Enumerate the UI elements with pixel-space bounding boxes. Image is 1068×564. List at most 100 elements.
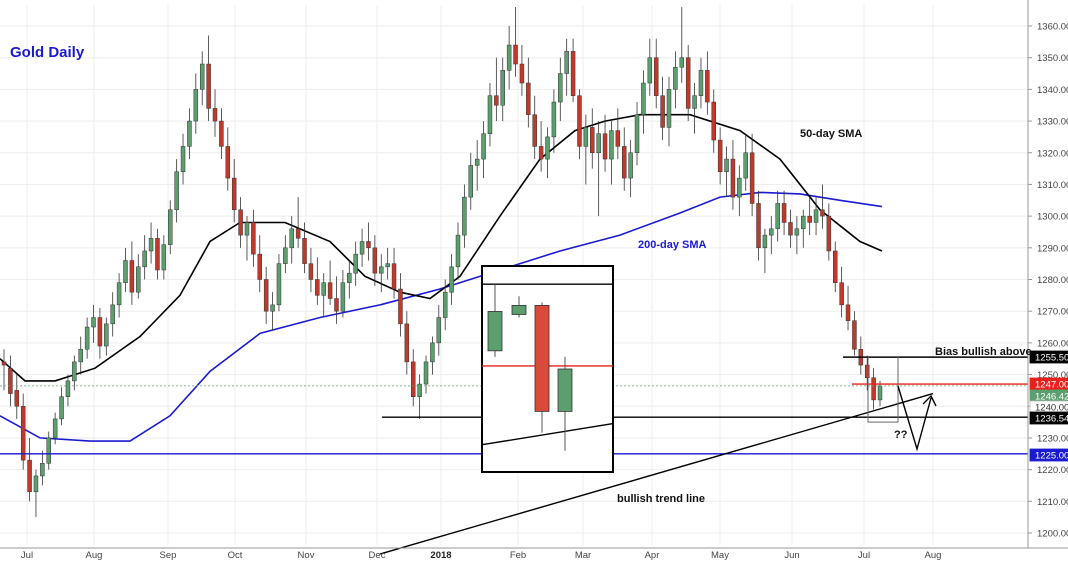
candle-body xyxy=(583,127,589,147)
x-tick-label: Jul xyxy=(858,550,870,561)
candle-body xyxy=(187,120,192,147)
y-tick-label: 1350.00 xyxy=(1037,53,1068,64)
candle-body xyxy=(506,44,512,71)
candle-body xyxy=(97,317,103,347)
y-tick-label: 1280.00 xyxy=(1037,275,1068,286)
y-tick-label: 1260.00 xyxy=(1037,338,1068,349)
candle-body xyxy=(129,260,135,293)
candle-body xyxy=(577,95,582,147)
sma50-line xyxy=(0,113,883,382)
candle-body xyxy=(283,247,288,264)
candle-body xyxy=(155,238,160,271)
candle-body xyxy=(532,114,537,147)
price-badge-label: 1236.54 xyxy=(1035,414,1068,425)
candle-body xyxy=(91,317,96,328)
candle-body xyxy=(148,238,154,252)
candle-body xyxy=(545,136,550,160)
candle-body xyxy=(225,146,231,179)
y-tick-label: 1220.00 xyxy=(1037,465,1068,476)
candle-body xyxy=(685,57,691,109)
x-tick-label: Mar xyxy=(575,550,591,561)
candle-body xyxy=(180,146,186,173)
y-tick-label: 1340.00 xyxy=(1037,85,1068,96)
candle-body xyxy=(40,463,45,477)
candle-body xyxy=(353,253,358,274)
candle-body xyxy=(775,203,780,230)
candle-body xyxy=(199,63,205,90)
candle-body xyxy=(238,209,243,236)
price-badge-1255-50 xyxy=(1029,350,1068,364)
candle-body xyxy=(1,361,7,366)
x-tick-label: Aug xyxy=(925,550,942,561)
candle-body xyxy=(641,82,646,115)
candle-body xyxy=(404,323,410,363)
candle-body xyxy=(487,95,493,134)
candle-body xyxy=(46,437,51,464)
candle-body xyxy=(698,70,704,96)
candle-body xyxy=(455,234,461,268)
candle-body xyxy=(705,70,710,103)
candle-body xyxy=(852,320,857,350)
candle-body xyxy=(59,396,64,420)
candle-body xyxy=(372,247,378,274)
candle-body xyxy=(749,152,755,204)
inset-frame xyxy=(481,265,614,473)
candle-body xyxy=(724,158,729,173)
candle-body xyxy=(168,209,173,245)
x-tick-label: Jun xyxy=(784,550,799,561)
inset-candle-body xyxy=(487,311,503,352)
price-badge-label: 1225.00 xyxy=(1035,451,1068,462)
sma200-label: 200-day SMA xyxy=(638,239,707,251)
candle-body xyxy=(737,177,742,198)
candle-body xyxy=(33,475,39,493)
candle-body xyxy=(801,215,806,230)
candle-body xyxy=(711,101,716,141)
candle-body xyxy=(660,95,665,128)
candle-body xyxy=(123,260,128,283)
candle-body xyxy=(628,152,633,179)
candle-body xyxy=(244,222,250,236)
candle-body xyxy=(379,266,384,274)
candle-body xyxy=(206,63,211,109)
candle-body xyxy=(794,228,800,236)
candle-body xyxy=(820,209,825,217)
x-tick-label: Oct xyxy=(228,550,243,561)
question-label: ?? xyxy=(894,429,908,441)
inset-trend-line xyxy=(481,422,614,446)
candle-body xyxy=(500,70,505,106)
candle-body xyxy=(27,459,32,493)
candle-body xyxy=(679,57,685,68)
inset-candle-body xyxy=(511,304,527,315)
candle-body xyxy=(462,196,467,236)
inset-candle-body xyxy=(534,304,550,412)
candle-body xyxy=(551,101,557,138)
candle-body xyxy=(219,120,224,147)
candle-body xyxy=(436,317,442,344)
candle-body xyxy=(410,361,416,397)
candle-body xyxy=(762,234,768,249)
candle-body xyxy=(302,238,307,264)
candle-body xyxy=(602,133,608,160)
candle-body xyxy=(347,272,352,283)
candle-body xyxy=(423,361,429,385)
candle-body xyxy=(673,66,678,90)
x-tick-label: Jul xyxy=(21,550,33,561)
candle-body xyxy=(391,263,397,290)
price-badge-label: 1255.50 xyxy=(1035,353,1068,364)
y-tick-label: 1290.00 xyxy=(1037,243,1068,254)
candle-body xyxy=(538,146,544,160)
candle-body xyxy=(634,114,640,153)
candle-body xyxy=(52,418,58,439)
candle-body xyxy=(781,203,787,223)
x-tick-label: Nov xyxy=(298,550,315,561)
bias-label: Bias bullish above xyxy=(935,346,1032,358)
trend-line-label: bullish trend line xyxy=(617,493,705,505)
candle-body xyxy=(877,385,883,401)
candle-body xyxy=(596,133,601,154)
candle-body xyxy=(609,130,614,160)
candle-body xyxy=(270,304,275,312)
candle-body xyxy=(647,57,653,84)
